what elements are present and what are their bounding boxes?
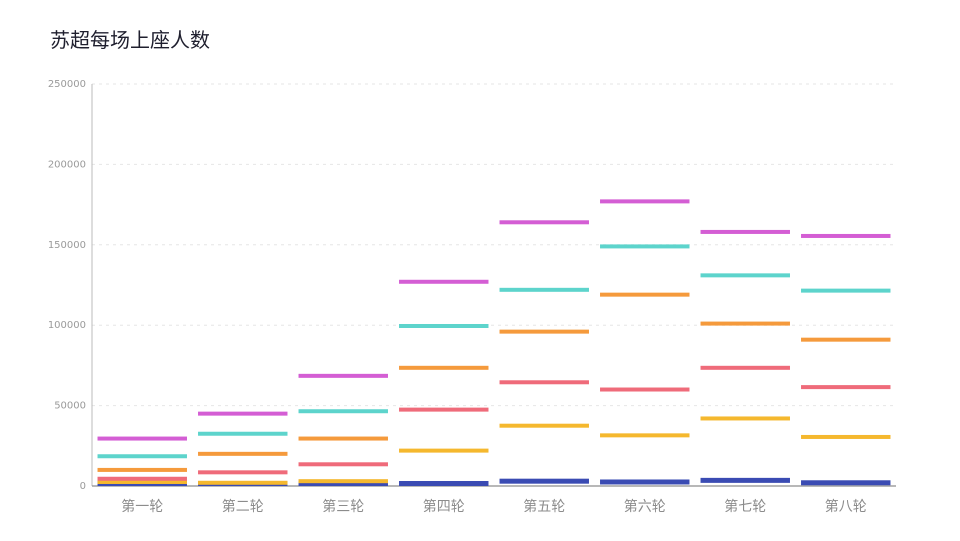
y-tick-label: 200000 xyxy=(48,159,86,170)
bar-mark xyxy=(298,462,388,467)
x-tick-label: 第五轮 xyxy=(523,498,565,515)
axes xyxy=(91,84,896,487)
bar-mark xyxy=(499,423,589,428)
bar-mark xyxy=(600,479,690,485)
bar-mark xyxy=(801,233,891,238)
bar-mark xyxy=(97,467,187,472)
x-tick-label: 第八轮 xyxy=(825,498,867,515)
bar-mark xyxy=(198,411,288,416)
bar-mark xyxy=(97,479,187,484)
bar-mark xyxy=(298,409,388,414)
y-tick-label: 250000 xyxy=(48,79,86,90)
x-tick-label: 第七轮 xyxy=(724,498,766,515)
bar-mark xyxy=(600,199,690,204)
bar-mark xyxy=(801,337,891,342)
bar-mark xyxy=(499,220,589,225)
bar-mark xyxy=(801,288,891,293)
bar-mark xyxy=(600,292,690,297)
x-tick-label: 第三轮 xyxy=(322,498,364,515)
x-tick-label: 第一轮 xyxy=(121,498,163,515)
bar-mark xyxy=(499,329,589,334)
bar-mark xyxy=(801,480,891,486)
bar-mark xyxy=(700,229,790,234)
bar-mark xyxy=(499,478,589,484)
bar-mark xyxy=(399,481,489,486)
y-tick-label: 100000 xyxy=(48,320,86,331)
bar-mark xyxy=(499,380,589,385)
bar-mark xyxy=(97,476,187,481)
y-tick-label: 0 xyxy=(80,481,86,492)
x-tick-label: 第六轮 xyxy=(624,498,666,515)
bar-mark xyxy=(700,273,790,278)
bar-mark xyxy=(298,481,388,486)
bar-mark xyxy=(198,480,288,485)
bar-mark xyxy=(801,434,891,439)
grid-lines xyxy=(92,83,896,407)
chart-marks xyxy=(97,199,891,486)
bar-mark xyxy=(700,416,790,421)
bar-mark xyxy=(399,407,489,412)
bar-mark xyxy=(298,479,388,484)
bar-mark xyxy=(97,454,187,459)
bar-mark xyxy=(700,365,790,370)
bar-mark xyxy=(198,451,288,456)
y-tick-labels: 0 50000 100000 150000 200000 250000 xyxy=(48,79,86,492)
bar-mark xyxy=(600,433,690,438)
bar-mark xyxy=(97,436,187,441)
chart-title: 苏超每场上座人数 xyxy=(50,28,210,52)
bar-mark xyxy=(298,436,388,441)
bar-mark xyxy=(399,448,489,453)
bar-mark xyxy=(298,373,388,378)
bar-mark xyxy=(801,385,891,390)
bar-mark xyxy=(700,477,790,483)
x-tick-label: 第二轮 xyxy=(222,498,264,515)
y-tick-label: 50000 xyxy=(54,401,86,412)
bar-mark xyxy=(700,321,790,326)
x-tick-labels: 第一轮 第二轮 第三轮 第四轮 第五轮 第六轮 第七轮 第八轮 xyxy=(121,498,867,515)
bar-mark xyxy=(399,279,489,284)
bar-mark xyxy=(499,287,589,292)
bar-mark xyxy=(600,387,690,392)
bar-mark xyxy=(399,324,489,328)
bar-mark xyxy=(198,431,288,436)
bar-mark xyxy=(600,244,690,249)
y-tick-label: 150000 xyxy=(48,240,86,251)
bar-mark xyxy=(198,470,288,475)
x-tick-label: 第四轮 xyxy=(423,498,465,515)
bar-mark xyxy=(399,365,489,370)
